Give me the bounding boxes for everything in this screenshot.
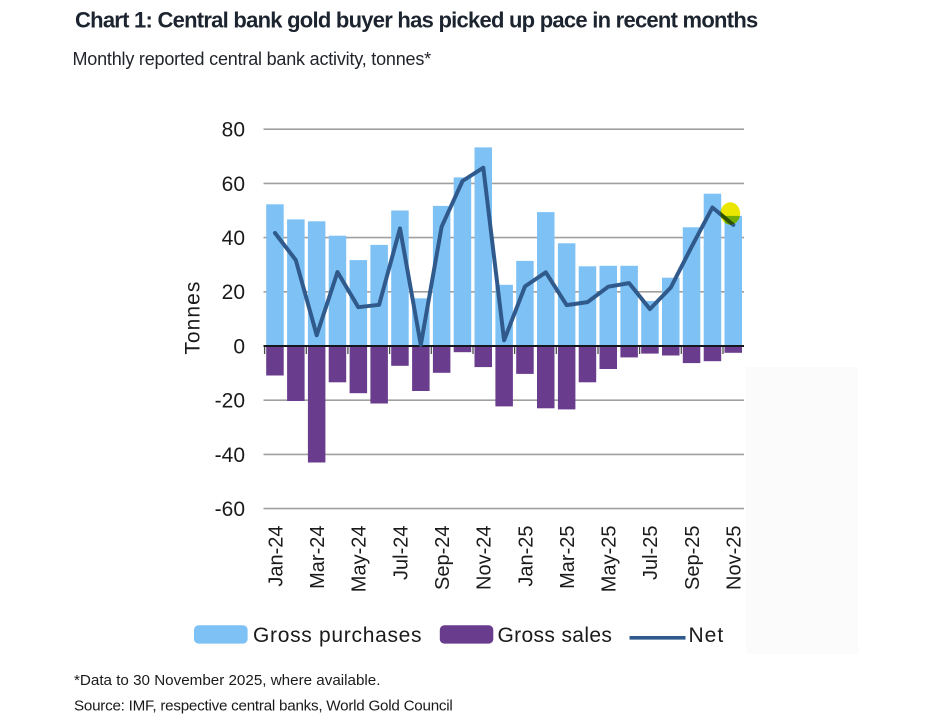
svg-text:Source: IMF, respective centra: Source: IMF, respective central banks, W… [74, 698, 453, 715]
svg-text:Jan-25: Jan-25 [515, 526, 537, 587]
svg-text:Gross sales: Gross sales [498, 624, 613, 647]
svg-text:0: 0 [233, 335, 245, 358]
svg-text:Monthly reported central bank: Monthly reported central bank activity, … [73, 49, 432, 69]
svg-text:80: 80 [222, 119, 245, 142]
svg-text:20: 20 [222, 281, 245, 304]
svg-text:Tonnes: Tonnes [182, 281, 205, 355]
svg-text:40: 40 [222, 227, 245, 250]
svg-text:Nov-24: Nov-24 [474, 526, 496, 590]
svg-text:Chart 1: Central bank gold buy: Chart 1: Central bank gold buyer has pic… [75, 7, 758, 32]
svg-text:Jul-25: Jul-25 [640, 526, 662, 580]
svg-text:Mar-24: Mar-24 [307, 526, 329, 589]
svg-text:Jul-24: Jul-24 [390, 526, 412, 580]
svg-text:60: 60 [222, 173, 245, 196]
svg-text:Sep-25: Sep-25 [682, 526, 704, 591]
svg-text:Mar-25: Mar-25 [557, 526, 579, 589]
svg-text:Sep-24: Sep-24 [432, 526, 454, 591]
svg-text:-60: -60 [215, 498, 245, 521]
svg-text:Jan-24: Jan-24 [265, 526, 287, 587]
svg-text:-40: -40 [215, 444, 245, 467]
svg-text:*Data to 30 November 2025, whe: *Data to 30 November 2025, where availab… [74, 672, 380, 689]
svg-text:Gross purchases: Gross purchases [253, 624, 422, 647]
svg-text:May-24: May-24 [349, 526, 371, 593]
svg-text:Nov-25: Nov-25 [724, 526, 746, 590]
svg-text:-20: -20 [215, 390, 245, 413]
svg-text:May-25: May-25 [599, 526, 621, 593]
svg-text:Net: Net [689, 624, 725, 647]
